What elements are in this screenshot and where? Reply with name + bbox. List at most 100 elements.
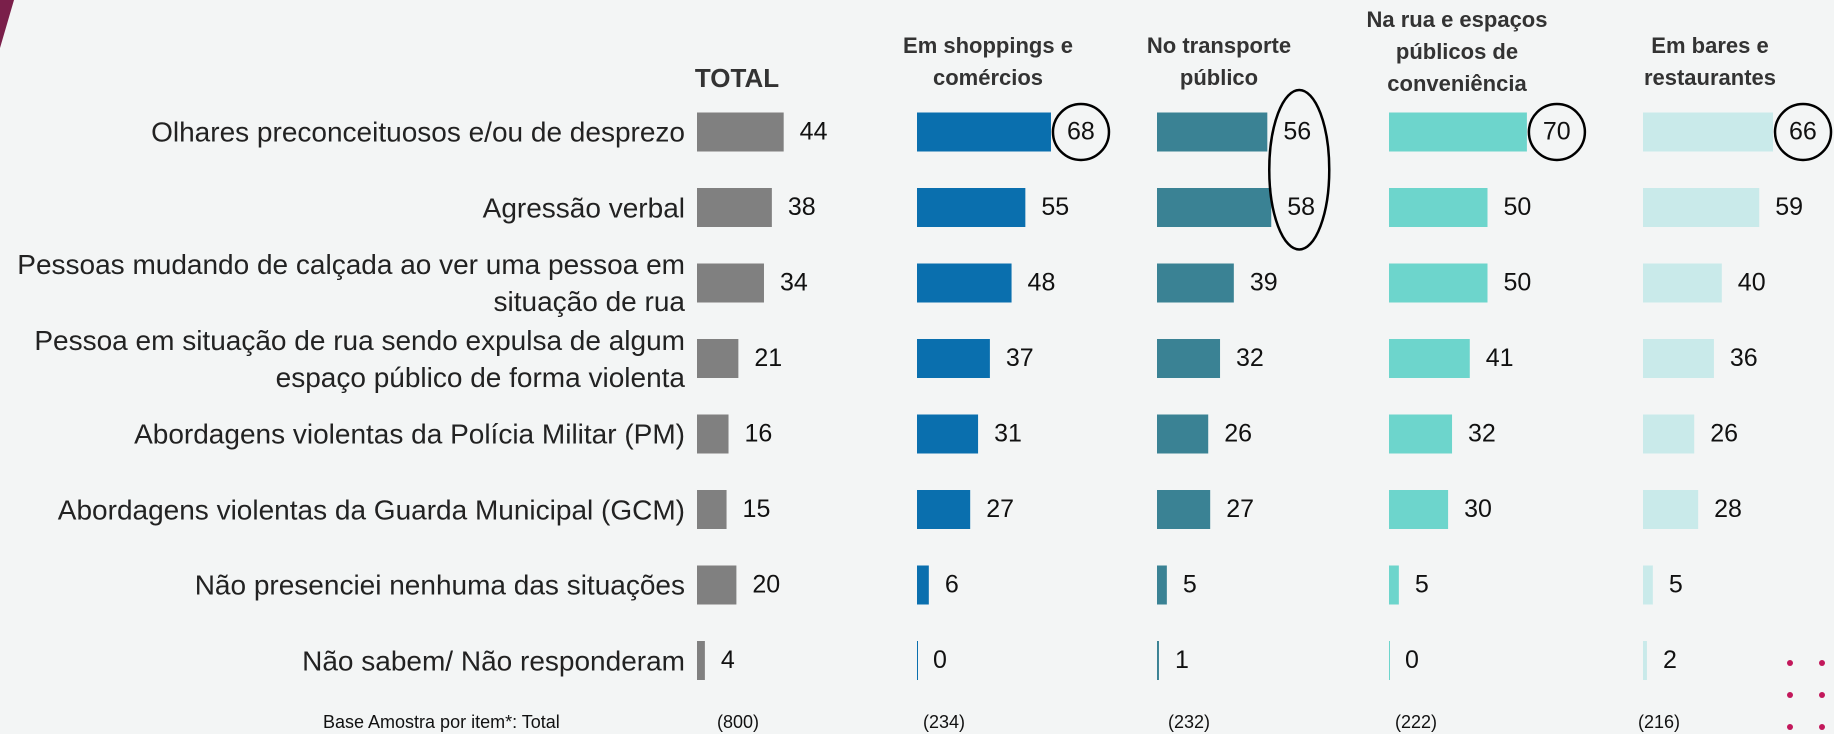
- value-label: 26: [1710, 420, 1738, 448]
- category-label: Abordagens violentas da Guarda Municipal…: [57, 494, 685, 525]
- bar: [697, 339, 739, 378]
- bar: [697, 641, 705, 680]
- value-label: 70: [1543, 118, 1571, 146]
- bar: [1643, 112, 1774, 152]
- value-label: 34: [780, 269, 808, 297]
- bar: [697, 490, 727, 529]
- bar: [1157, 414, 1209, 454]
- bar: [917, 112, 1051, 152]
- value-label: 32: [1236, 344, 1264, 372]
- bar: [1643, 414, 1695, 454]
- dots-decoration: [1787, 660, 1825, 730]
- category-label: Agressão verbal: [482, 192, 685, 223]
- bar: [697, 565, 737, 605]
- bar: [917, 263, 1012, 303]
- bar: [1157, 641, 1159, 680]
- value-label: 36: [1730, 344, 1758, 372]
- bar: [1157, 188, 1272, 227]
- bar: [1157, 263, 1234, 303]
- highlight-ellipse: [1268, 88, 1331, 251]
- value-label: 4: [721, 646, 735, 674]
- bar: [917, 490, 971, 529]
- bar: [697, 263, 764, 303]
- value-label: 44: [800, 118, 828, 146]
- base-label: (222): [1395, 712, 1437, 732]
- value-label: 15: [743, 495, 771, 523]
- category-label: Olhares preconceituosos e/ou de desprezo: [151, 116, 685, 148]
- value-label: 2: [1663, 646, 1677, 674]
- value-label: 56: [1283, 118, 1311, 146]
- bar: [917, 339, 990, 378]
- value-label: 6: [945, 571, 959, 599]
- value-label: 66: [1789, 118, 1817, 146]
- value-label: 5: [1415, 571, 1429, 599]
- value-label: 1: [1175, 646, 1189, 674]
- bar: [1643, 188, 1760, 227]
- value-label: 30: [1464, 495, 1492, 523]
- value-label: 58: [1287, 193, 1315, 221]
- bar: [697, 188, 772, 227]
- value-label: 39: [1250, 269, 1278, 297]
- value-label: 0: [933, 646, 947, 674]
- bar: [1643, 263, 1722, 303]
- category-label: Pessoa em situação de rua sendo expulsa …: [34, 324, 685, 393]
- panel-header: No transporte público: [1146, 33, 1292, 90]
- value-label: 59: [1775, 193, 1803, 221]
- value-label: 16: [745, 420, 773, 448]
- value-label: 40: [1738, 269, 1766, 297]
- bar: [917, 641, 918, 680]
- bar: [1389, 641, 1390, 680]
- category-label: Pessoas mudando de calçada ao ver uma pe…: [17, 249, 685, 317]
- base-label: (800): [717, 712, 759, 732]
- bar: [1389, 263, 1488, 303]
- value-label: 37: [1006, 344, 1034, 372]
- value-label: 0: [1405, 646, 1419, 674]
- value-label: 38: [788, 193, 816, 221]
- bar: [1157, 339, 1221, 378]
- panel-header: Em bares e restaurantes: [1643, 33, 1777, 90]
- value-label: 32: [1468, 420, 1496, 448]
- bar: [1389, 565, 1399, 605]
- bar: [1389, 112, 1527, 152]
- value-label: 21: [754, 344, 782, 372]
- value-label: 5: [1669, 571, 1683, 599]
- value-label: 5: [1183, 571, 1197, 599]
- value-label: 27: [1226, 495, 1254, 523]
- value-label: 41: [1486, 344, 1514, 372]
- value-label: 20: [752, 571, 780, 599]
- panel-header: Em shoppings e comércios: [903, 33, 1073, 90]
- bar: [1389, 490, 1449, 529]
- panel-header: TOTAL: [694, 63, 780, 93]
- bar: [917, 188, 1026, 227]
- category-label: Não presenciei nenhuma das situações: [194, 569, 685, 601]
- corner-decoration: [0, 0, 14, 48]
- bar: [1643, 641, 1647, 680]
- value-label: 48: [1028, 269, 1056, 297]
- highlight-circle: [1773, 102, 1833, 162]
- value-label: 26: [1224, 420, 1252, 448]
- bar: [917, 565, 929, 605]
- bar: [1643, 339, 1714, 378]
- bar: [1157, 490, 1211, 529]
- value-label: 31: [994, 420, 1022, 448]
- bar: [1157, 112, 1268, 152]
- value-label: 28: [1714, 495, 1742, 523]
- highlight-circle: [1051, 102, 1111, 162]
- bar: [1389, 339, 1470, 378]
- panel-header: Na rua e espaços públicos de conveniênci…: [1366, 7, 1548, 96]
- value-label: 50: [1504, 193, 1532, 221]
- base-label: (232): [1168, 712, 1210, 732]
- highlight-circle: [1527, 102, 1587, 162]
- category-label: Abordagens violentas da Polícia Militar …: [134, 418, 685, 450]
- bar: [1157, 565, 1167, 605]
- category-label: Não sabem/ Não responderam: [302, 645, 685, 676]
- value-label: 55: [1041, 193, 1069, 221]
- bar: [1643, 565, 1653, 605]
- value-label: 27: [986, 495, 1014, 523]
- bar: [1643, 490, 1699, 529]
- bar: [697, 112, 784, 152]
- bar: [917, 414, 979, 454]
- footnote: Base Amostra por item*: Total: [323, 712, 560, 732]
